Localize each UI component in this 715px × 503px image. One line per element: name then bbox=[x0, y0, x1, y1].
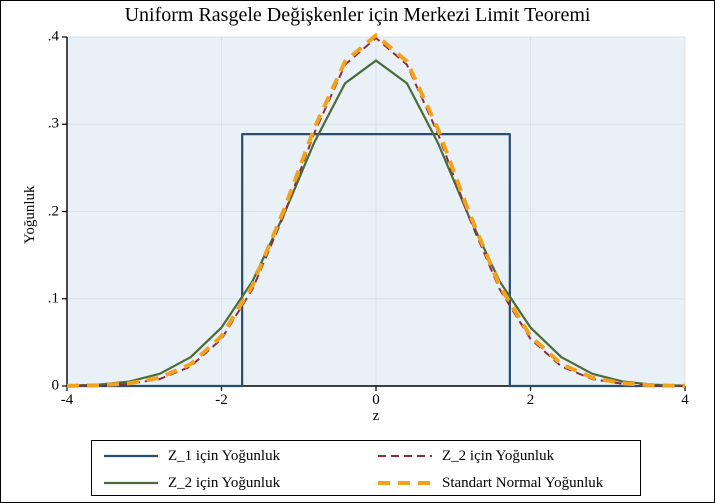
x-tick-label: 4 bbox=[681, 392, 689, 409]
y-tick-label: .3 bbox=[37, 116, 59, 133]
y-tick-label: .1 bbox=[37, 290, 59, 307]
legend-swatch bbox=[102, 472, 160, 494]
legend-item: Z_2 için Yoğunluk bbox=[376, 445, 636, 467]
legend-swatch bbox=[376, 445, 434, 467]
legend-swatch bbox=[102, 445, 160, 467]
plot-svg bbox=[0, 0, 715, 503]
x-tick-label: 0 bbox=[372, 392, 380, 409]
y-tick-label: .2 bbox=[37, 203, 59, 220]
x-axis-label: z bbox=[67, 408, 685, 425]
legend-item: Standart Normal Yoğunluk bbox=[376, 472, 636, 494]
legend-swatch bbox=[376, 472, 434, 494]
legend-item: Z_2 için Yoğunluk bbox=[102, 472, 362, 494]
x-tick-label: 2 bbox=[527, 392, 535, 409]
legend-label: Z_2 için Yoğunluk bbox=[168, 475, 280, 492]
legend-label: Standart Normal Yoğunluk bbox=[442, 475, 603, 492]
x-tick-label: -2 bbox=[215, 392, 228, 409]
x-tick-label: -4 bbox=[61, 392, 74, 409]
chart-frame: Uniform Rasgele Değişkenler için Merkezi… bbox=[0, 0, 715, 503]
legend-label: Z_2 için Yoğunluk bbox=[442, 448, 554, 465]
y-tick-label: 0 bbox=[37, 378, 59, 395]
legend: Z_1 için Yoğunluk Z_2 için Yoğunluk Z_2 iç… bbox=[91, 440, 641, 496]
legend-item: Z_1 için Yoğunluk bbox=[102, 445, 362, 467]
legend-label: Z_1 için Yoğunluk bbox=[168, 448, 280, 465]
y-tick-label: .4 bbox=[37, 29, 59, 46]
